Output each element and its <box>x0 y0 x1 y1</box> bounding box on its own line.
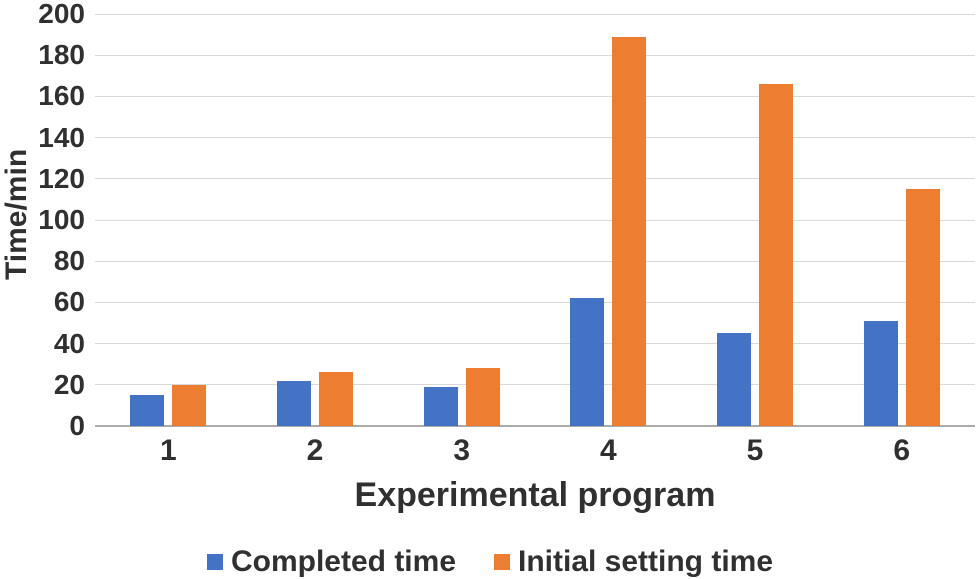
bar-initial-setting-time-2 <box>319 372 353 426</box>
x-axis-line <box>95 425 975 427</box>
gridline-60 <box>95 301 975 303</box>
y-tick-label-200: 200 <box>38 0 85 29</box>
legend-label: Initial setting time <box>518 545 774 578</box>
x-tick-label-2: 2 <box>306 434 324 467</box>
plot-area <box>95 13 975 427</box>
bar-completed-time-6 <box>863 320 898 426</box>
gridline-180 <box>95 54 975 56</box>
legend-item-initial-setting-time: Initial setting time <box>494 547 773 577</box>
y-tick-label-160: 160 <box>38 80 85 112</box>
y-tick-label-60: 60 <box>53 286 85 318</box>
y-tick-label-140: 140 <box>38 121 85 153</box>
y-tick-label-120: 120 <box>38 162 85 194</box>
x-tick-label-6: 6 <box>893 434 910 467</box>
legend-swatch-icon <box>206 554 223 570</box>
gridline-120 <box>95 178 975 180</box>
x-axis-title: Experimental program <box>354 476 716 514</box>
bar-group-2 <box>277 372 353 426</box>
x-tick-label-3: 3 <box>453 434 470 467</box>
legend: Completed time Initial setting time <box>0 547 980 577</box>
bar-group-1 <box>130 384 207 426</box>
y-tick-label-180: 180 <box>38 39 85 71</box>
bar-initial-setting-time-5 <box>759 84 793 426</box>
gridline-140 <box>95 137 975 139</box>
bar-initial-setting-time-6 <box>905 189 940 426</box>
y-tick-label-80: 80 <box>53 245 85 277</box>
gridline-20 <box>95 384 975 386</box>
gridline-100 <box>95 219 975 221</box>
bar-completed-time-2 <box>277 380 311 426</box>
legend-item-completed-time: Completed time <box>206 545 456 578</box>
bar-initial-setting-time-1 <box>172 384 207 426</box>
legend-label: Completed time <box>230 545 456 578</box>
bar-initial-setting-time-3 <box>465 368 500 426</box>
y-tick-label-20: 20 <box>53 368 85 400</box>
bar-completed-time-5 <box>717 333 751 426</box>
bar-completed-time-4 <box>570 298 605 426</box>
legend-swatch-icon <box>494 554 510 570</box>
gridline-200 <box>95 13 975 15</box>
x-tick-label-4: 4 <box>599 434 617 467</box>
gridline-160 <box>95 95 975 97</box>
gridline-80 <box>95 260 975 262</box>
gridline-40 <box>95 343 975 345</box>
bar-initial-setting-time-4 <box>612 36 647 426</box>
y-tick-label-40: 40 <box>53 327 85 359</box>
bar-completed-time-3 <box>423 386 458 426</box>
bar-group-4 <box>570 36 647 426</box>
bar-group-5 <box>717 84 793 426</box>
bar-group-6 <box>863 189 940 426</box>
bar-group-3 <box>423 368 500 426</box>
y-tick-label-0: 0 <box>69 410 85 441</box>
x-tick-label-1: 1 <box>159 434 177 467</box>
y-tick-label-100: 100 <box>38 204 85 235</box>
x-tick-label-5: 5 <box>746 434 764 467</box>
bar-completed-time-1 <box>130 395 165 426</box>
